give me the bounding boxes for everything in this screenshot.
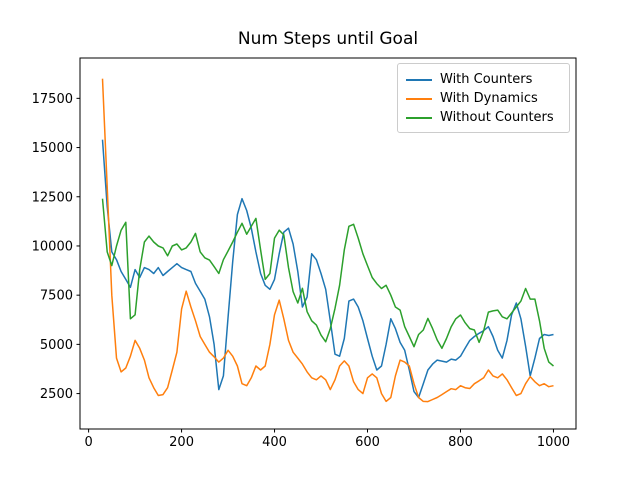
y-tick-label: 15000 [32, 141, 73, 156]
legend: With Counters With Dynamics Without Coun… [397, 63, 570, 133]
legend-entry: With Dynamics [406, 89, 561, 108]
y-tick-label: 10000 [32, 239, 73, 254]
series-line-without-counters [101, 198, 554, 367]
x-tick-label: 400 [262, 435, 287, 450]
legend-line-swatch [406, 78, 432, 81]
legend-entry: Without Counters [406, 108, 561, 127]
x-tick-label: 0 [84, 435, 92, 450]
x-tick-label: 600 [355, 435, 380, 450]
series-line-with-counters [101, 139, 554, 399]
chart-title: Num Steps until Goal [237, 29, 419, 49]
legend-entry: With Counters [406, 70, 561, 89]
y-tick-label: 7500 [40, 289, 73, 304]
legend-label: With Counters [440, 72, 533, 87]
y-tick-label: 5000 [40, 338, 73, 353]
x-tick-label: 200 [169, 435, 194, 450]
y-tick-label: 12500 [32, 190, 73, 205]
y-tick-label: 17500 [32, 92, 73, 107]
y-tick-label: 2500 [40, 387, 73, 402]
legend-line-swatch [406, 97, 432, 100]
x-tick-label: 1000 [537, 435, 570, 450]
legend-label: With Dynamics [440, 91, 538, 106]
x-tick-label: 800 [448, 435, 473, 450]
legend-line-swatch [406, 116, 432, 119]
legend-label: Without Counters [440, 110, 554, 125]
series-line-with-dynamics [101, 78, 554, 403]
